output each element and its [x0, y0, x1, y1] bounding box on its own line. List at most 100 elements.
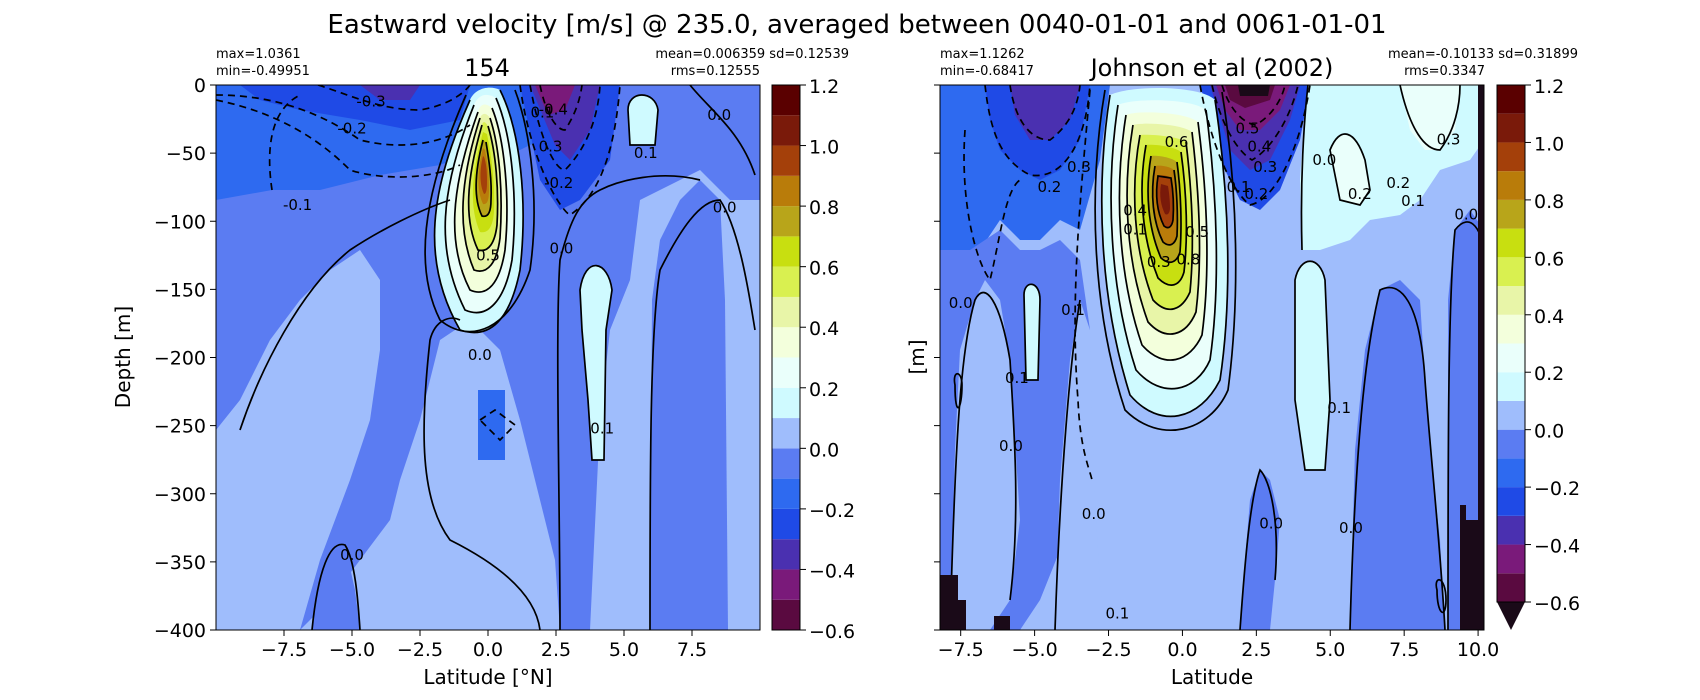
- panel-left-contours: [216, 85, 756, 630]
- panel-right-contour-label: 0.1: [1005, 369, 1029, 387]
- panel-right-plot-area: 0.30.20.60.50.40.30.20.10.00.30.20.20.10…: [940, 85, 1484, 630]
- panel-right-xtick-label: −7.5: [938, 639, 984, 661]
- panel-left-contour-label: 0.1: [634, 144, 658, 162]
- panel-left-contour-southwest: [311, 543, 361, 630]
- panel-left-xtick-label: −2.5: [397, 639, 443, 661]
- colorbar-right-swatch: [1497, 343, 1525, 373]
- panel-right-contour-jet-0.6: [1141, 144, 1188, 286]
- colorbar-left-tick-label: 1.0: [809, 137, 839, 159]
- panel-right-band-west-core: [1010, 85, 1080, 140]
- panel-right-title: Johnson et al (2002): [1089, 54, 1334, 82]
- panel-right-contour-zero-tongue: [1239, 468, 1278, 630]
- panel-right-contour-zero-west-1: [949, 291, 1017, 630]
- colorbar-left-swatch: [772, 418, 800, 449]
- panel-left-ytick-label: −100: [154, 211, 206, 233]
- panel-left-contour-zero-east-1: [556, 175, 701, 630]
- panel-left-jet-level-1.0: [480, 156, 487, 194]
- panel-right-contour-label: 0.0: [949, 294, 973, 312]
- colorbar-left-swatch: [772, 569, 800, 600]
- panel-right-contour-label: 0.1: [1227, 178, 1251, 196]
- panel-left-contour-labels: -0.3-0.2-0.10.1-0.40.10.00.3-0.20.00.5 0.…: [283, 92, 737, 564]
- panel-left-contour-jet-0.1: [433, 89, 524, 334]
- panel-left-contour-zero-north: [689, 85, 756, 176]
- colorbar-left-swatch: [772, 145, 800, 176]
- panel-left-contour-neg-0.3: [317, 85, 471, 111]
- panel-left-contour-label: 0.0: [550, 240, 574, 258]
- colorbar-right-tick-label: −0.4: [1534, 536, 1580, 558]
- panel-right: Johnson et al (2002) max=1.1262 min=-0.6…: [905, 47, 1578, 689]
- panel-left-xtick-label: −5.0: [329, 639, 375, 661]
- colorbar-right-swatches: [1497, 85, 1525, 602]
- panel-right-land-south: [994, 616, 1010, 630]
- panel-right-contour-label: 0.1: [1401, 192, 1425, 210]
- panel-left-band-west-light: [216, 250, 380, 630]
- panel-left-ytick-label: −250: [154, 416, 206, 438]
- colorbar-right-tick-label: 0.2: [1534, 363, 1564, 385]
- panel-left-plot-area: -0.3-0.2-0.10.1-0.40.10.00.3-0.20.00.5 0.…: [216, 85, 760, 630]
- colorbar-right-tick-label: −0.2: [1534, 478, 1580, 500]
- colorbar-left-swatch: [772, 387, 800, 419]
- colorbar-right-swatch: [1497, 544, 1525, 574]
- panel-right-contour-label: 0.2: [1244, 185, 1268, 203]
- panel-right-contour-label: 0.4: [1247, 137, 1271, 155]
- panel-right-contour-label: 0.3: [1067, 158, 1091, 176]
- panel-left-title: 154: [464, 54, 510, 82]
- panel-right-contour-jet-0.7: [1147, 155, 1182, 264]
- panel-left-band-west-core: [360, 85, 420, 100]
- panel-right-contour-jet-0.5: [1133, 134, 1194, 311]
- panel-left-xtick-label: 5.0: [609, 639, 639, 661]
- panel-right-ylabel: [m]: [905, 339, 929, 374]
- colorbar-left-swatch: [772, 236, 800, 267]
- panel-right-band-west-light-1: [950, 280, 1020, 630]
- panel-right-xtick-label: 0.0: [1167, 639, 1197, 661]
- panel-right-xlabel: Latitude: [1171, 665, 1253, 689]
- panel-right-contour-label: 0.3: [1147, 253, 1171, 271]
- panel-left-undercurrent-core: [535, 85, 575, 115]
- panel-right-contour-lens-northeast: [1399, 85, 1461, 151]
- panel-left-lens-north: [628, 95, 658, 145]
- panel-left-xaxis: −7.5 −5.0 −2.5 0.0 2.5 5.0 7.5: [261, 630, 707, 661]
- panel-left-contour-zero-west: [239, 199, 451, 431]
- panel-right-lens-northeast: [1400, 85, 1460, 150]
- colorbar-right-swatch: [1497, 228, 1525, 258]
- colorbar-right-tick-label: 1.0: [1534, 133, 1564, 155]
- panel-right-contour-jet-0.2: [1110, 104, 1218, 390]
- colorbar-left-swatch: [772, 85, 800, 116]
- colorbar-right-swatch: [1497, 171, 1525, 200]
- panel-right-contour-jet-0.0: [1094, 89, 1237, 432]
- panel-right-xtick-label: 10.0: [1457, 639, 1499, 661]
- colorbar-right-swatch: [1497, 314, 1525, 344]
- panel-left-contour-zero-central: [423, 317, 541, 630]
- panel-left-contour-label: 0.0: [468, 346, 492, 364]
- colorbar-left-tick-label: −0.4: [809, 560, 855, 582]
- colorbar-right-swatch: [1497, 257, 1525, 287]
- panel-left-ytick-label: −150: [154, 279, 206, 301]
- colorbar-left-swatch: [772, 599, 800, 630]
- panel-right-xtick-label: −5.0: [1012, 639, 1058, 661]
- panel-left-contour-label: 0.3: [539, 137, 563, 155]
- panel-left-contour-label: -0.3: [356, 92, 385, 110]
- panel-right-contour-label: 0.3: [1253, 158, 1277, 176]
- panel-right-contour-label: 0.0: [1454, 205, 1478, 223]
- panel-left-contour-jet-0.8: [475, 139, 493, 218]
- colorbar-right-tick-label: 0.8: [1534, 191, 1564, 213]
- panel-right-contour-zero-southeast: [1349, 286, 1446, 630]
- panel-right-xtick-label: 2.5: [1241, 639, 1271, 661]
- panel-right-band-west-light-2: [1055, 300, 1105, 630]
- panel-right-contour-zero-west-2: [1054, 299, 1081, 630]
- panel-left-contour-jet-0.6: [467, 124, 499, 252]
- panel-left-yaxis: 0 −50 −100 −150 −200 −250 −300 −350 −400: [154, 75, 216, 642]
- panel-right-contours: [949, 85, 1484, 630]
- panel-right-peak-marker: [1238, 85, 1270, 96]
- panel-right-yaxis: [934, 84, 940, 631]
- panel-right-lens-east-inner: [1330, 133, 1370, 205]
- panel-left-contour-label: -0.4: [539, 101, 568, 119]
- colorbar-left-swatch: [772, 327, 800, 358]
- panel-left-ylabel: Depth [m]: [111, 306, 135, 408]
- panel-right-contour-label: 0.2: [1037, 178, 1061, 196]
- panel-right-stat-max: max=1.1262: [940, 47, 1025, 62]
- colorbar-left-tick-label: 0.2: [809, 379, 839, 401]
- panel-left-ytick-label: −400: [154, 620, 206, 642]
- panel-left-stat-min: min=-0.49951: [216, 64, 310, 79]
